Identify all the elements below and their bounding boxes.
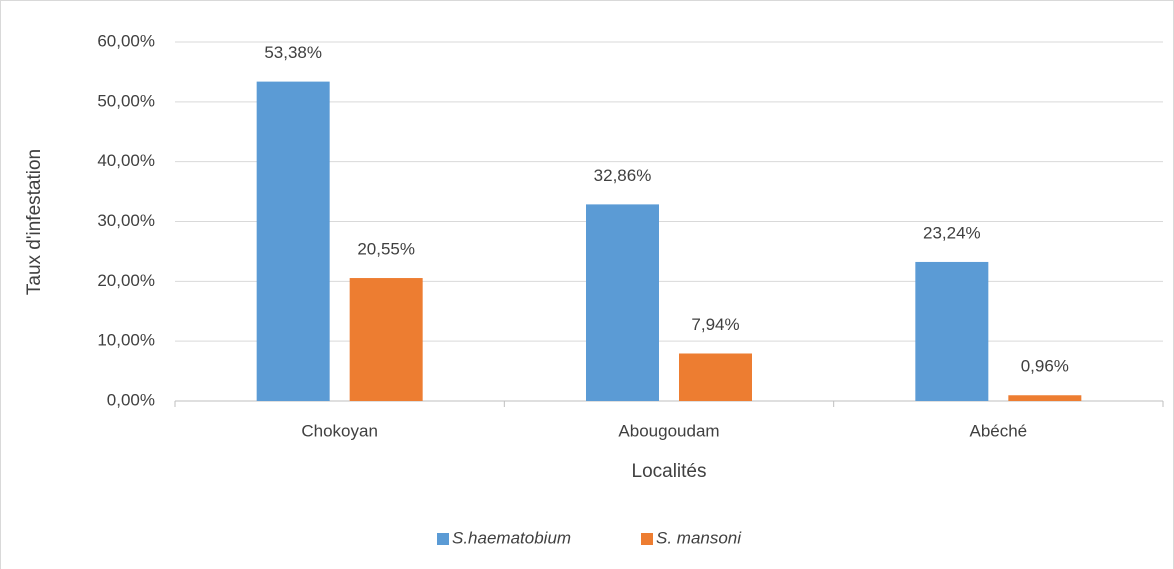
bar [349, 278, 423, 401]
y-tick-label: 0,00% [107, 390, 155, 409]
value-label: 32,86% [594, 166, 652, 185]
y-tick-label: 40,00% [97, 151, 155, 170]
x-axis-title: Localités [632, 461, 707, 482]
value-label: 0,96% [1021, 357, 1069, 376]
legend-label: S.haematobium [452, 528, 571, 547]
bar [256, 81, 330, 401]
bar [586, 204, 659, 401]
value-label: 23,24% [923, 223, 981, 242]
legend-swatch [641, 533, 653, 545]
bar [1008, 395, 1082, 401]
value-label: 7,94% [691, 315, 739, 334]
y-tick-label: 20,00% [97, 271, 155, 290]
bar [679, 353, 752, 401]
bar [915, 261, 989, 401]
y-tick-label: 10,00% [97, 331, 155, 350]
y-axis-title: Taux d'infestation [24, 149, 45, 295]
legend-label: S. mansoni [656, 528, 742, 547]
legend-swatch [437, 533, 449, 545]
x-tick-label: Chokoyan [301, 421, 378, 440]
y-tick-label: 50,00% [97, 91, 155, 110]
y-tick-label: 30,00% [97, 211, 155, 230]
x-tick-label: Abougoudam [618, 421, 719, 440]
y-tick-label: 60,00% [97, 31, 155, 50]
value-label: 20,55% [357, 240, 415, 259]
x-tick-label: Abéché [969, 421, 1027, 440]
value-label: 53,38% [264, 43, 322, 62]
